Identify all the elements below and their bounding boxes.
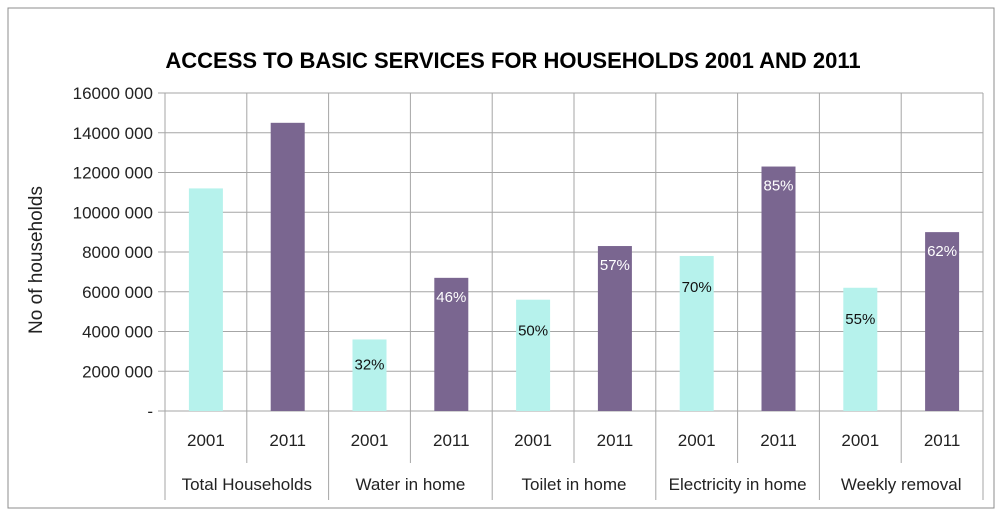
x-tick-label-year: 2011 — [760, 431, 797, 450]
bar-2011 — [762, 167, 796, 411]
y-tick-label: 16000 000 — [73, 84, 153, 103]
x-tick-label-year: 2011 — [433, 431, 470, 450]
x-group-label: Total Households — [182, 475, 312, 494]
x-tick-label-year: 2011 — [597, 431, 634, 450]
data-label: 32% — [354, 356, 384, 373]
y-axis-label: No of households — [26, 186, 47, 334]
x-tick-label-year: 2011 — [269, 431, 306, 450]
y-tick-label: 4000 000 — [82, 323, 153, 342]
y-tick-label: - — [147, 402, 153, 421]
x-tick-label-year: 2011 — [924, 431, 961, 450]
data-label: 85% — [763, 178, 793, 195]
x-group-label: Toilet in home — [522, 475, 627, 494]
bar-2001 — [353, 339, 387, 411]
x-tick-label-year: 2001 — [514, 431, 552, 450]
data-label: 55% — [845, 311, 875, 328]
x-tick-label-year: 2001 — [678, 431, 716, 450]
x-tick-label-year: 2001 — [187, 431, 225, 450]
x-group-label: Weekly removal — [841, 475, 962, 494]
y-tick-label: 10000 000 — [73, 203, 153, 222]
data-label: 62% — [927, 243, 957, 260]
x-group-label: Water in home — [355, 475, 465, 494]
bar-2001 — [189, 188, 223, 411]
y-tick-label: 2000 000 — [82, 362, 153, 381]
x-tick-label-year: 2001 — [351, 431, 389, 450]
x-group-label: Electricity in home — [669, 475, 807, 494]
bar-2001 — [843, 288, 877, 411]
x-tick-label-year: 2001 — [841, 431, 879, 450]
chart-title: ACCESS TO BASIC SERVICES FOR HOUSEHOLDS … — [165, 48, 860, 73]
y-tick-label: 8000 000 — [82, 243, 153, 262]
bar-2001 — [516, 300, 550, 411]
y-tick-label: 12000 000 — [73, 164, 153, 183]
data-label: 50% — [518, 323, 548, 340]
data-label: 57% — [600, 257, 630, 274]
y-tick-label: 14000 000 — [73, 124, 153, 143]
bar-2011 — [271, 123, 305, 411]
data-label: 70% — [682, 279, 712, 296]
y-tick-label: 6000 000 — [82, 283, 153, 302]
data-label: 46% — [436, 289, 466, 306]
